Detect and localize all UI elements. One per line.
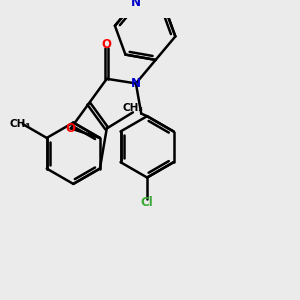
Text: N: N (131, 77, 141, 90)
Text: O: O (102, 38, 112, 51)
Text: CH₃: CH₃ (9, 119, 30, 129)
Text: N: N (131, 0, 141, 9)
Text: O: O (66, 122, 76, 135)
Text: Cl: Cl (141, 196, 154, 208)
Text: CH₃: CH₃ (122, 103, 143, 113)
